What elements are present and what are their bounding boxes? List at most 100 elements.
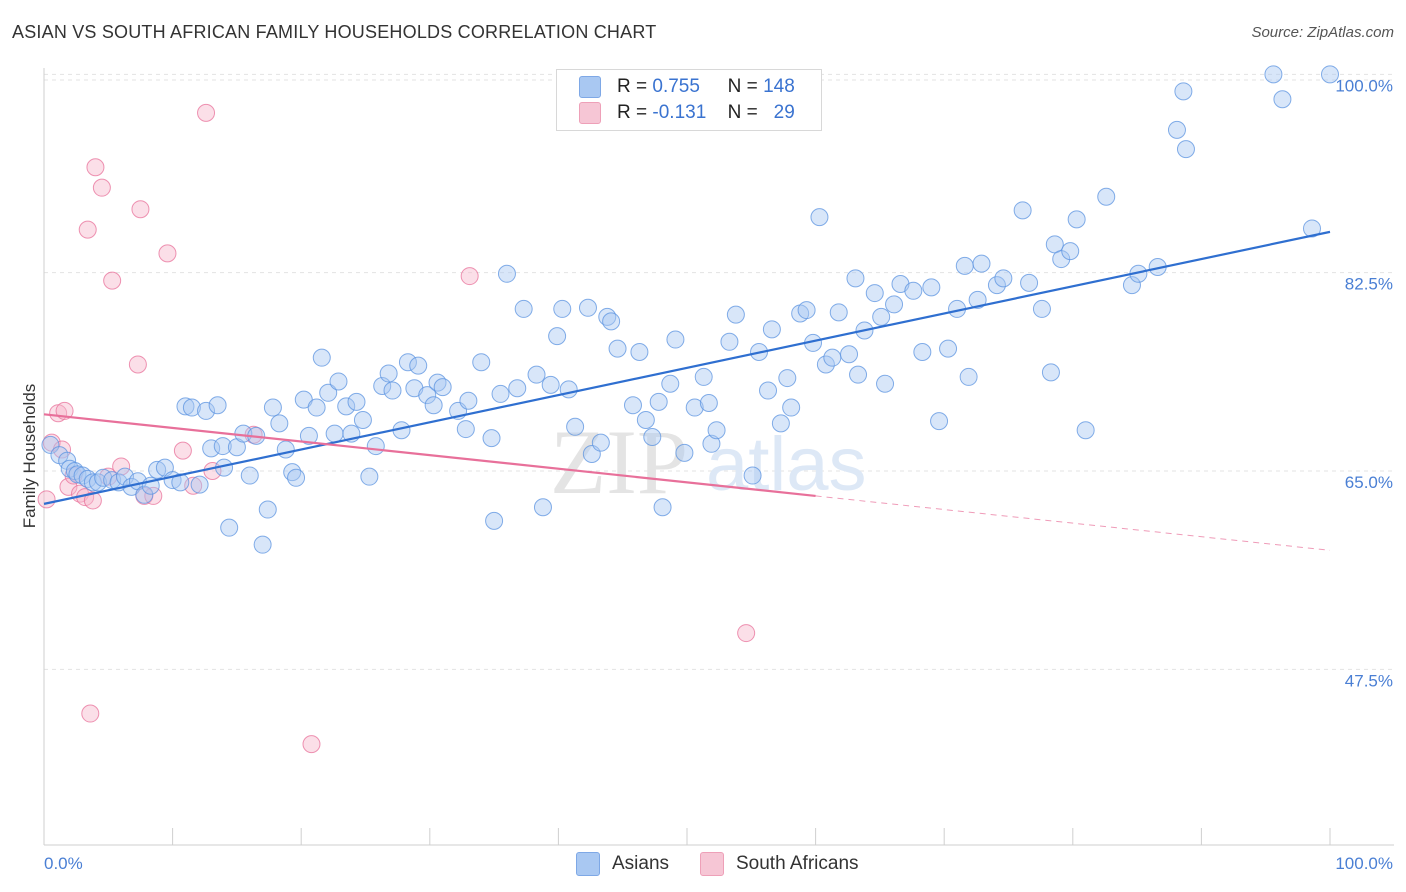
legend-row-asians: R = 0.755 N = 148 bbox=[579, 75, 795, 99]
asians-point bbox=[270, 414, 289, 433]
asians-point bbox=[383, 381, 402, 400]
r-label: R = bbox=[617, 102, 648, 123]
asians-point bbox=[865, 284, 884, 303]
asians-point bbox=[1061, 242, 1080, 261]
asians-point bbox=[939, 339, 958, 358]
tick-labels: 47.5% 65.0% 82.5% 100.0% 0.0% 100.0% bbox=[44, 76, 1393, 873]
legend-swatch-asians bbox=[576, 852, 600, 876]
asians-point bbox=[904, 281, 923, 300]
asians-point bbox=[325, 424, 344, 443]
asians-point bbox=[959, 367, 978, 386]
asians-point bbox=[602, 312, 621, 331]
south-africans-point bbox=[37, 490, 56, 509]
asians-point bbox=[816, 355, 835, 374]
asians-point bbox=[1076, 421, 1095, 440]
asians-point bbox=[885, 295, 904, 314]
asians-point bbox=[1041, 363, 1060, 382]
asians-point bbox=[433, 378, 452, 397]
asians-point bbox=[83, 473, 102, 492]
south-africans-point bbox=[83, 491, 102, 510]
asians-point bbox=[176, 397, 195, 416]
asians-point bbox=[797, 301, 816, 320]
x-tick-label: 100.0% bbox=[1335, 854, 1393, 873]
legend-swatch-south-africans bbox=[579, 102, 601, 124]
south-africans-point bbox=[158, 244, 177, 263]
asians-point bbox=[482, 429, 501, 448]
legend-swatch-asians bbox=[579, 76, 601, 98]
trend-lines bbox=[43, 230, 1331, 551]
y-tick-label: 47.5% bbox=[1345, 671, 1393, 690]
asians-point bbox=[726, 305, 745, 324]
legend-item-south-africans[interactable]: South Africans bbox=[700, 852, 859, 876]
series-legend: Asians South Africans bbox=[0, 852, 1406, 878]
asians-point bbox=[398, 353, 417, 372]
asians-point bbox=[675, 443, 694, 462]
r-value: 0.755 bbox=[652, 76, 700, 97]
asians-point bbox=[994, 269, 1013, 288]
asians-point bbox=[876, 374, 895, 393]
asians-point bbox=[41, 435, 60, 454]
south-africans-point bbox=[86, 158, 105, 177]
asians-point bbox=[366, 437, 385, 456]
asians-point bbox=[782, 398, 801, 417]
trend-line-south-africans-dashed bbox=[815, 495, 1331, 551]
asians-point bbox=[846, 269, 865, 288]
south-africans-point bbox=[302, 735, 321, 754]
asians-point bbox=[240, 466, 259, 485]
asians-point bbox=[548, 327, 567, 346]
asians-point bbox=[73, 466, 92, 485]
asians-point bbox=[849, 365, 868, 384]
asians-point bbox=[527, 365, 546, 384]
asians-point bbox=[220, 518, 239, 537]
asians-point bbox=[263, 398, 282, 417]
asians-point bbox=[1302, 219, 1321, 238]
legend-item-asians[interactable]: Asians bbox=[576, 852, 669, 876]
south-africans-point bbox=[103, 271, 122, 290]
asians-point bbox=[566, 417, 585, 436]
asians-point bbox=[623, 396, 642, 415]
asians-point bbox=[202, 439, 221, 458]
asians-point bbox=[347, 392, 366, 411]
asians-point bbox=[1013, 201, 1032, 220]
asians-point bbox=[636, 411, 655, 429]
asians-point bbox=[353, 411, 372, 429]
n-value: 148 bbox=[763, 76, 795, 97]
asians-point bbox=[258, 500, 277, 519]
asians-point bbox=[829, 303, 848, 322]
south-africans-point bbox=[78, 220, 97, 239]
south-africans-points bbox=[37, 103, 756, 754]
asians-point bbox=[759, 381, 778, 400]
asians-point bbox=[1097, 187, 1116, 206]
trend-line-south-africans bbox=[43, 413, 816, 498]
asians-point bbox=[762, 320, 781, 339]
trend-line-asians bbox=[43, 230, 1331, 505]
asians-point bbox=[694, 367, 713, 386]
asians-point bbox=[541, 375, 560, 394]
asians-point bbox=[253, 535, 272, 554]
asians-point bbox=[182, 398, 201, 417]
y-axis-label: Family Households bbox=[20, 384, 39, 529]
asians-point bbox=[968, 290, 987, 309]
south-africans-point bbox=[92, 178, 111, 197]
n-label: N = bbox=[727, 102, 758, 123]
asians-point bbox=[987, 276, 1006, 295]
x-tick-label: 0.0% bbox=[44, 854, 83, 873]
asians-point bbox=[1273, 90, 1292, 109]
asians-point bbox=[276, 440, 295, 459]
asians-point bbox=[485, 511, 504, 530]
asians-point bbox=[294, 390, 313, 409]
watermark-zip: ZIP bbox=[550, 411, 688, 513]
asians-points bbox=[41, 65, 1339, 554]
source-credit: Source: ZipAtlas.com bbox=[1251, 24, 1394, 41]
asians-point bbox=[418, 386, 437, 405]
asians-point bbox=[409, 356, 428, 375]
asians-point bbox=[955, 256, 974, 275]
asians-point bbox=[666, 330, 685, 349]
south-africans-point bbox=[59, 477, 78, 496]
asians-point bbox=[823, 348, 842, 367]
legend-label-asians: Asians bbox=[612, 853, 670, 874]
legend-label-south-africans: South Africans bbox=[736, 853, 859, 874]
asians-point bbox=[872, 307, 891, 326]
asians-point bbox=[661, 374, 680, 393]
